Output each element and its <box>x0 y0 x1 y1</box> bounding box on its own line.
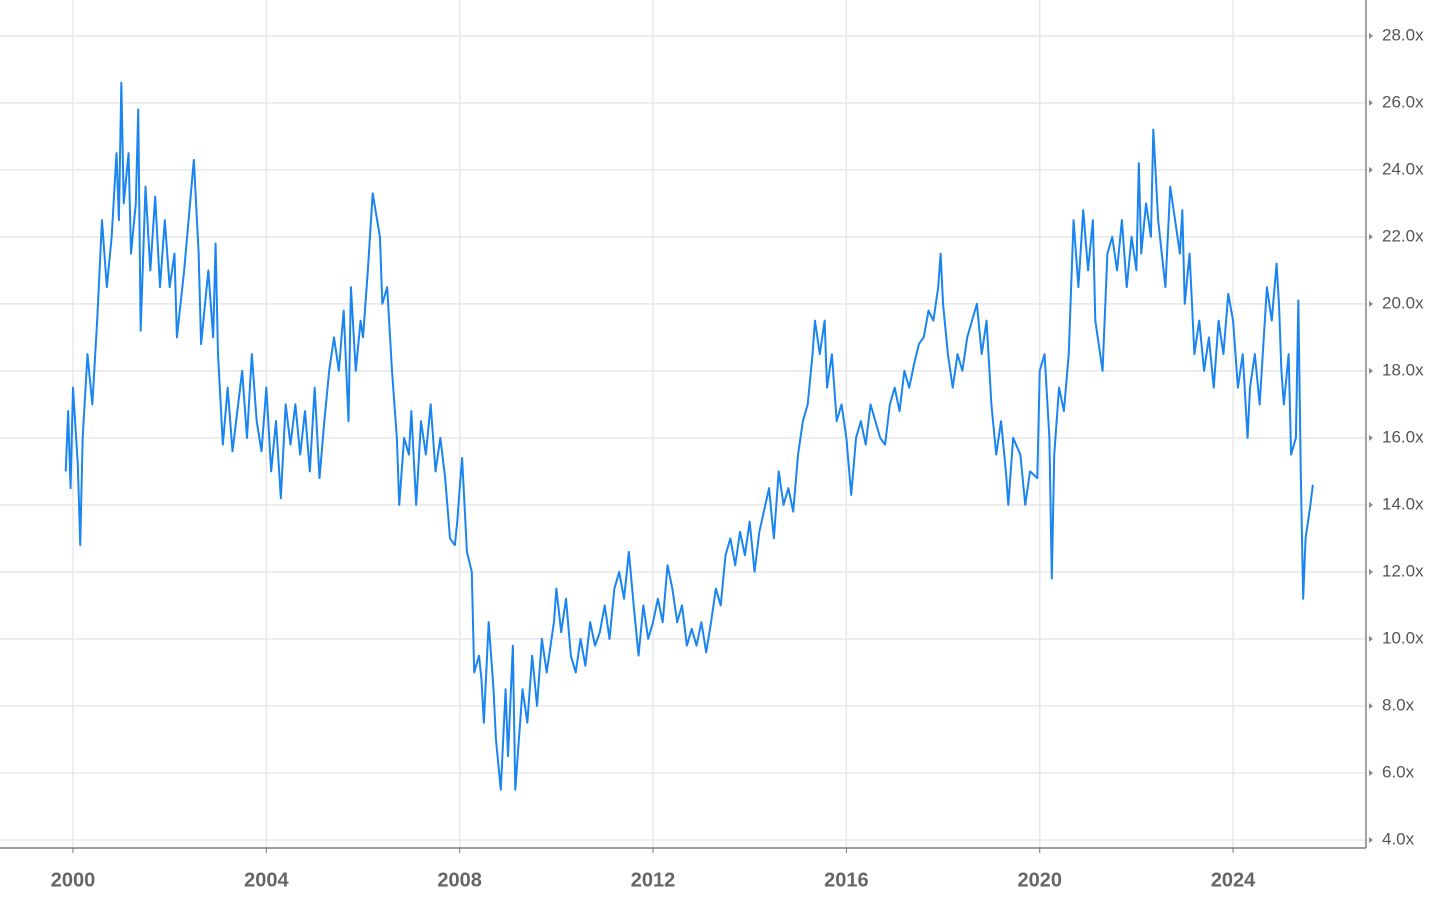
y-tick-mark <box>1369 501 1373 508</box>
line <box>64 81 1314 791</box>
y-tick-mark <box>1369 836 1373 843</box>
y-tick-label: 8.0x <box>1382 695 1415 714</box>
y-tick-mark <box>1369 635 1373 642</box>
y-tick-mark <box>1369 702 1373 709</box>
y-tick-mark <box>1369 434 1373 441</box>
y-tick-mark <box>1369 300 1373 307</box>
y-tick-label: 24.0x <box>1382 159 1424 178</box>
y-tick-label: 14.0x <box>1382 494 1424 513</box>
x-tick-label: 2024 <box>1211 869 1256 891</box>
y-tick-label: 18.0x <box>1382 360 1424 379</box>
y-tick-label: 26.0x <box>1382 92 1424 111</box>
y-tick-mark <box>1369 99 1373 106</box>
y-tick-mark <box>1369 367 1373 374</box>
x-tick-label: 2016 <box>824 869 869 891</box>
x-tick-label: 2012 <box>631 869 676 891</box>
y-tick-label: 16.0x <box>1382 427 1424 446</box>
x-tick-label: 2008 <box>437 869 482 891</box>
y-tick-label: 10.0x <box>1382 628 1424 647</box>
y-tick-label: 28.0x <box>1382 25 1424 44</box>
y-tick-mark <box>1369 769 1373 776</box>
x-tick-label: 2004 <box>244 869 289 891</box>
y-tick-mark <box>1369 166 1373 173</box>
x-tick-label: 2000 <box>51 869 96 891</box>
y-tick-label: 4.0x <box>1382 829 1415 848</box>
x-tick-label: 2020 <box>1017 869 1062 891</box>
y-tick-label: 6.0x <box>1382 762 1415 781</box>
y-tick-label: 12.0x <box>1382 561 1424 580</box>
y-tick-mark <box>1369 233 1373 240</box>
y-tick-mark <box>1369 32 1373 39</box>
y-tick-label: 22.0x <box>1382 226 1424 245</box>
y-tick-label: 20.0x <box>1382 293 1424 312</box>
y-tick-mark <box>1369 568 1373 575</box>
